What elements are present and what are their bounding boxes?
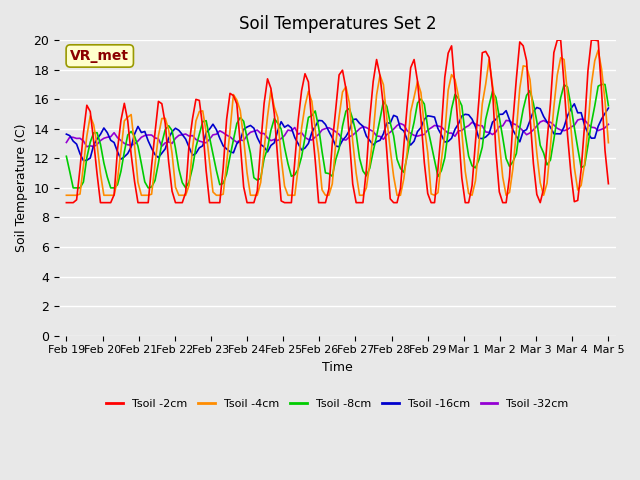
Legend: Tsoil -2cm, Tsoil -4cm, Tsoil -8cm, Tsoil -16cm, Tsoil -32cm: Tsoil -2cm, Tsoil -4cm, Tsoil -8cm, Tsoi… (102, 395, 573, 413)
Text: VR_met: VR_met (70, 49, 129, 63)
Title: Soil Temperatures Set 2: Soil Temperatures Set 2 (239, 15, 436, 33)
X-axis label: Time: Time (322, 361, 353, 374)
Y-axis label: Soil Temperature (C): Soil Temperature (C) (15, 124, 28, 252)
